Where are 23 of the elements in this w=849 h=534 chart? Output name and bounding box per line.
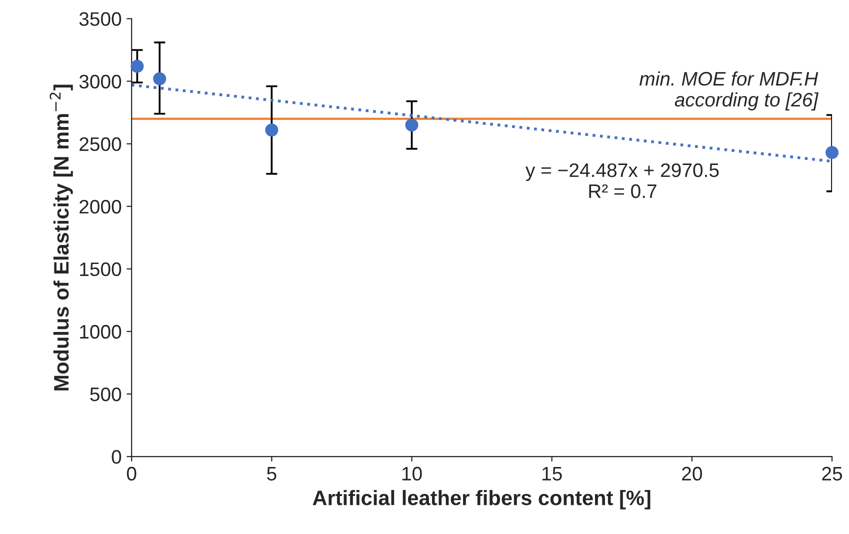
x-tick-label: 10: [402, 466, 422, 481]
point: [265, 124, 278, 137]
y-tick-label: 1000: [80, 324, 122, 339]
annotation: y = −24.487x + 2970.5 R² = 0.7: [526, 163, 719, 198]
ref-line-label: min. MOE for MDF.H according to [26]: [639, 71, 819, 110]
x-axis-title: Artificial leather fibers content [%]: [312, 490, 650, 510]
point: [826, 146, 839, 160]
point: [130, 60, 144, 73]
x-tick-label: 20: [682, 466, 702, 481]
y-tick-label: 0: [112, 450, 122, 464]
point: [405, 118, 418, 132]
y-tick-label: 3000: [79, 74, 122, 88]
y-tick-label: 2000: [80, 200, 122, 214]
x-tick-label: 15: [542, 467, 562, 481]
x-tick-label: 5: [267, 467, 276, 481]
y-tick-label: 2500: [80, 137, 122, 152]
x-tick-label: 25: [822, 466, 842, 481]
y-tick-label: 3500: [79, 12, 122, 26]
x-tick-label: 0: [126, 466, 136, 481]
y-tick-label: 1500: [80, 262, 122, 276]
point: [153, 72, 166, 86]
y-tick-label: 500: [90, 387, 122, 402]
y-axis-title: Modulus of Elasticity [N mm$^{−2}$]: [50, 84, 73, 390]
